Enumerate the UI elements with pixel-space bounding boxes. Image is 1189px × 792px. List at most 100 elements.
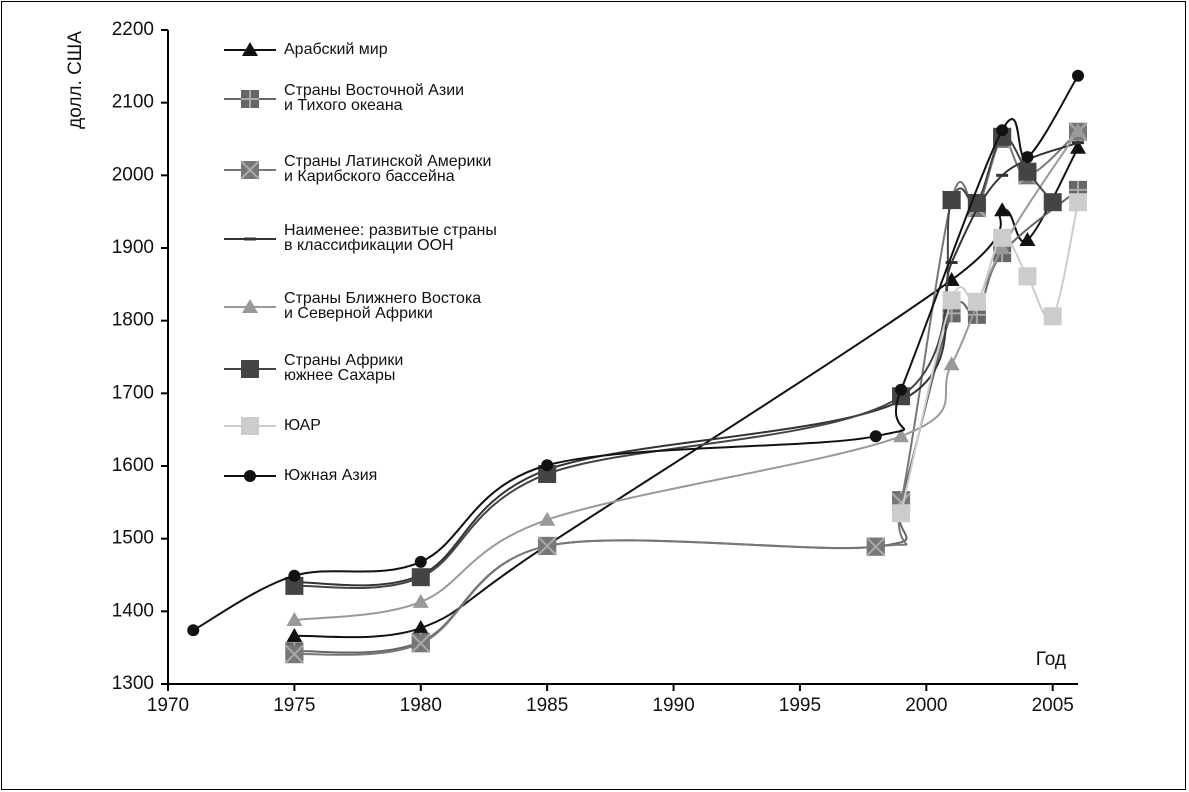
y-tick-label: 1800 bbox=[112, 310, 154, 331]
x-tick-label: 1970 bbox=[147, 695, 189, 716]
point bbox=[1018, 162, 1037, 181]
point bbox=[241, 360, 259, 378]
point bbox=[240, 160, 260, 180]
point bbox=[996, 173, 1009, 177]
y-tick-label: 1600 bbox=[112, 455, 154, 476]
point bbox=[241, 90, 259, 108]
x-tick-label: 2000 bbox=[905, 695, 947, 716]
point bbox=[414, 555, 427, 568]
y-tick-label: 1500 bbox=[112, 528, 154, 549]
point bbox=[942, 191, 961, 210]
legend-label: Страны Латинской Америки и Карибского ба… bbox=[284, 153, 492, 185]
point bbox=[187, 624, 200, 637]
point bbox=[1043, 193, 1062, 212]
point bbox=[1019, 232, 1036, 247]
point bbox=[996, 124, 1009, 137]
point bbox=[1070, 139, 1086, 154]
x-tick-label: 1975 bbox=[273, 695, 315, 716]
point bbox=[541, 459, 554, 472]
point bbox=[411, 568, 430, 587]
point bbox=[411, 633, 431, 654]
point bbox=[869, 430, 882, 443]
point bbox=[288, 569, 301, 582]
point bbox=[993, 228, 1012, 247]
point bbox=[286, 628, 303, 643]
legend-label: ЮАР bbox=[284, 416, 321, 434]
point bbox=[895, 383, 908, 396]
legend-label: Арабский мир bbox=[284, 40, 388, 58]
series-line bbox=[294, 130, 1079, 622]
marker-box bbox=[241, 360, 259, 378]
marker-cross bbox=[411, 633, 431, 654]
series-line bbox=[900, 202, 1079, 514]
legend-label: Южная Азия bbox=[284, 466, 378, 484]
point bbox=[967, 292, 986, 311]
point bbox=[1018, 267, 1037, 286]
marker-cross bbox=[241, 90, 259, 108]
point bbox=[943, 356, 960, 371]
point bbox=[244, 470, 256, 482]
point bbox=[284, 644, 305, 664]
marker-box bbox=[1018, 267, 1037, 286]
point bbox=[242, 42, 258, 56]
marker-box bbox=[1043, 193, 1062, 212]
marker-box bbox=[538, 464, 557, 483]
point bbox=[1072, 141, 1084, 145]
point bbox=[967, 193, 986, 212]
point bbox=[893, 428, 910, 443]
marker-box bbox=[241, 417, 259, 435]
point bbox=[242, 299, 258, 313]
marker-box bbox=[285, 576, 304, 595]
point bbox=[241, 417, 259, 435]
y-tick-label: 1300 bbox=[112, 673, 154, 694]
x-tick-label: 2005 bbox=[1032, 695, 1074, 716]
marker-box bbox=[1069, 193, 1087, 212]
marker-cross bbox=[866, 536, 886, 557]
point bbox=[412, 620, 429, 635]
marker-cross bbox=[240, 160, 260, 180]
legend-label: Страны Восточной Азии и Тихого океана bbox=[284, 82, 465, 114]
legend-label: Наименее: развитые страны в классификаци… bbox=[284, 222, 497, 254]
marker-cross bbox=[537, 536, 557, 556]
marker-box bbox=[1043, 307, 1062, 326]
point bbox=[945, 261, 958, 265]
point bbox=[538, 464, 557, 483]
x-tick-label: 1995 bbox=[779, 695, 821, 716]
point bbox=[285, 576, 304, 595]
point bbox=[286, 612, 303, 627]
legend-label: Страны Африки южнее Сахары bbox=[284, 352, 404, 384]
point bbox=[412, 593, 429, 608]
marker-cross bbox=[284, 644, 305, 664]
y-tick-label: 1400 bbox=[112, 600, 154, 621]
marker-box bbox=[942, 191, 961, 210]
point bbox=[1070, 123, 1086, 138]
y-tick-label: 2100 bbox=[112, 92, 154, 113]
y-tick-label: 1900 bbox=[112, 237, 154, 258]
point bbox=[994, 202, 1011, 217]
point bbox=[244, 237, 256, 241]
point bbox=[994, 240, 1011, 254]
y-tick-label: 2200 bbox=[112, 19, 154, 40]
marker-box bbox=[942, 291, 961, 310]
marker-box bbox=[967, 193, 986, 212]
x-axis-label: Год bbox=[1036, 649, 1066, 670]
x-tick-label: 1980 bbox=[400, 695, 442, 716]
marker-box bbox=[1018, 162, 1037, 181]
point bbox=[942, 291, 961, 310]
marker-box bbox=[993, 228, 1012, 247]
point bbox=[1021, 151, 1034, 164]
y-axis-label: долл. США bbox=[65, 31, 86, 129]
point bbox=[866, 536, 886, 557]
point bbox=[1043, 307, 1062, 326]
point bbox=[537, 536, 557, 556]
point bbox=[892, 504, 911, 523]
point bbox=[539, 511, 556, 526]
y-tick-label: 1700 bbox=[112, 382, 154, 403]
marker-box bbox=[967, 292, 986, 311]
marker-box bbox=[411, 568, 430, 587]
point bbox=[1072, 69, 1084, 82]
marker-box bbox=[892, 504, 911, 523]
point bbox=[1069, 193, 1087, 212]
